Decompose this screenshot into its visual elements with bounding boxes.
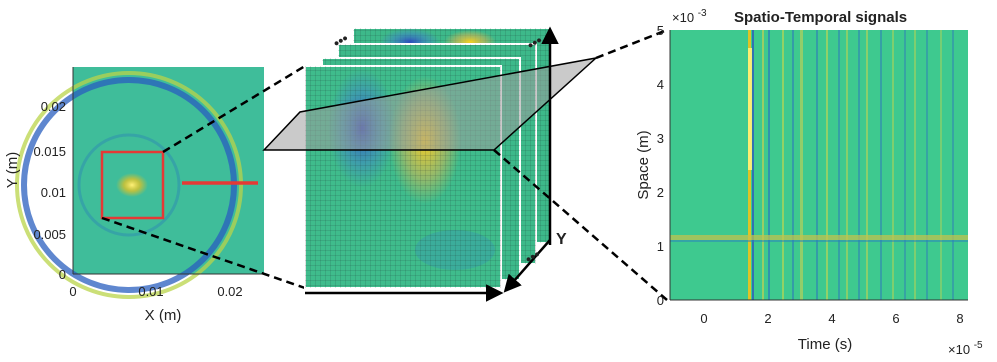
left-xtick-0.01: 0.01 [138, 284, 163, 299]
ellipsis-top-left: ••• [330, 30, 351, 51]
left-ytick-0.015: 0.015 [33, 144, 66, 159]
signal-streak [904, 30, 906, 300]
left-xtick-0.02: 0.02 [217, 284, 242, 299]
left-ytick-0.02: 0.02 [41, 99, 66, 114]
left-x-label: X (m) [145, 307, 182, 324]
left-y-label: Y (m) [4, 152, 21, 188]
depth-arrow [503, 239, 551, 293]
signal-streak [914, 30, 916, 300]
signal-streak [880, 30, 882, 300]
signal-streak [952, 30, 954, 300]
left-xtick-0: 0 [69, 284, 76, 299]
signal-streak [940, 30, 942, 300]
signal-streak [826, 30, 828, 300]
right-ytick-0: 0 [657, 293, 664, 308]
right-y-exp-power: -3 [698, 8, 707, 19]
zoom-box [100, 150, 165, 220]
signal-streak [892, 30, 894, 300]
left-field-mask [264, 60, 304, 280]
signal-streak [768, 30, 770, 300]
right-ytick-2: 2 [657, 185, 664, 200]
signal-streak [846, 30, 848, 300]
left-ytick-0.01: 0.01 [41, 185, 66, 200]
right-x-label: Time (s) [798, 336, 852, 353]
right-x-exp-power: -5 [974, 340, 983, 351]
signal-streak [762, 30, 764, 300]
right-xtick-6: 6 [892, 311, 899, 326]
right-xtick-2: 2 [764, 311, 771, 326]
right-title: Spatio-Temporal signals [734, 9, 907, 26]
right-xtick-0: 0 [700, 311, 707, 326]
right-xtick-8: 8 [956, 311, 963, 326]
zoom-connector-top [162, 64, 306, 154]
right-xtick-4: 4 [828, 311, 835, 326]
signal-streaks [748, 30, 954, 300]
right-ytick-5: 5 [657, 23, 664, 38]
wave-ring-outer [21, 77, 237, 293]
signal-streak [792, 30, 794, 300]
right-y-label: Space (m) [635, 130, 652, 199]
center-hotspot [116, 173, 148, 197]
frame-stack: Y ••• ••• ••• [262, 26, 668, 302]
signal-streak [800, 30, 803, 300]
space-band [670, 235, 968, 240]
ellipsis-top-right: ••• [524, 32, 545, 53]
ellipsis-bottom-right: ••• [522, 246, 543, 267]
signal-streak [926, 30, 928, 300]
right-y-exp-base: ×10 [672, 10, 694, 25]
signal-streak [816, 30, 818, 300]
right-ytick-4: 4 [657, 77, 664, 92]
signal-streak [866, 30, 868, 300]
signal-streak [858, 30, 860, 300]
wave-ring-outer-bright [15, 71, 243, 299]
left-ytick-0.005: 0.005 [33, 227, 66, 242]
cube-y-label: Y [556, 231, 567, 248]
signal-streak-bright [748, 48, 752, 170]
signal-streak [752, 30, 754, 300]
right-panel: Spatio-Temporal signals ×10 -3 5 4 3 2 1… [635, 8, 983, 357]
right-x-exp-base: ×10 [948, 342, 970, 357]
signal-streak [782, 30, 784, 300]
right-x-exponent: ×10 -5 [948, 340, 983, 357]
right-ytick-3: 3 [657, 131, 664, 146]
right-ytick-1: 1 [657, 239, 664, 254]
right-y-exponent: ×10 -3 [672, 8, 707, 25]
spatiotemporal-image [670, 30, 968, 300]
wave-ring-inner [77, 133, 181, 237]
zoom-connector-bottom [101, 216, 306, 290]
signal-streak [838, 30, 840, 300]
left-ytick-0: 0 [59, 267, 66, 282]
left-panel: 0.02 0.015 0.01 0.005 0 0 0.01 0.02 X (m… [4, 60, 306, 324]
